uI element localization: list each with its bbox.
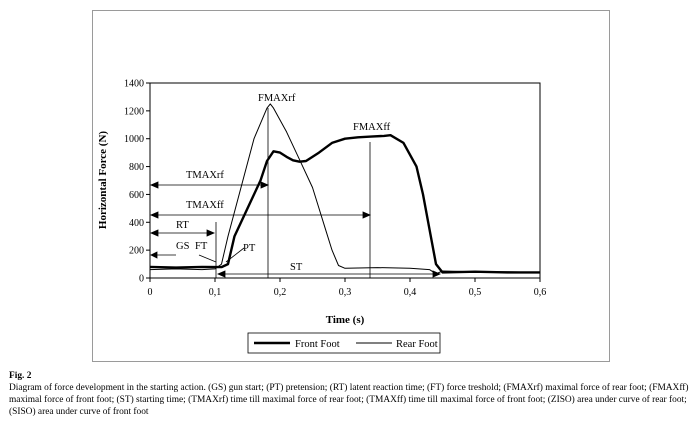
legend-label-front-foot: Front Foot bbox=[295, 339, 340, 350]
y-tick-label: 1000 bbox=[124, 134, 144, 145]
annotation-gs: GS bbox=[176, 241, 190, 252]
y-tick-label: 400 bbox=[129, 218, 144, 229]
x-tick-label: 0 bbox=[148, 287, 153, 298]
y-tick-label: 1200 bbox=[124, 106, 144, 117]
legend: Front Foot Rear Foot bbox=[247, 332, 441, 354]
x-tick-label: 0,2 bbox=[274, 287, 287, 298]
annotation-fmaxrf: FMAXrf bbox=[258, 93, 296, 104]
st-arrowhead-right bbox=[432, 270, 442, 278]
rt-arrowhead-right bbox=[206, 229, 216, 237]
gs-arrowhead bbox=[150, 251, 158, 259]
force-chart: 0 0,1 0,2 0,3 0,4 0,5 0,6 0 200 400 600 800 1000 1200… bbox=[97, 79, 546, 354]
y-tick-label: 200 bbox=[129, 246, 144, 257]
ft-arrow bbox=[198, 254, 217, 263]
x-tick-label: 0,1 bbox=[209, 287, 222, 298]
pt-arrow bbox=[225, 247, 245, 263]
annotation-fmaxff: FMAXff bbox=[353, 122, 391, 133]
x-tick-label: 0,6 bbox=[534, 287, 547, 298]
figure-caption: Fig. 2 Diagram of force development in t… bbox=[9, 370, 694, 418]
tmaxrf-arrowhead-right bbox=[260, 181, 270, 189]
annotation-lines bbox=[149, 108, 442, 278]
y-axis-label: Horizontal Force (N) bbox=[97, 131, 109, 229]
caption-text: Diagram of force development in the star… bbox=[9, 383, 689, 417]
annotation-tmaxrf: TMAXrf bbox=[186, 170, 224, 181]
figure-frame bbox=[92, 10, 610, 362]
legend-label-rear-foot: Rear Foot bbox=[396, 339, 438, 350]
rt-arrowhead-left bbox=[149, 229, 159, 237]
axis-ticks: 0 0,1 0,2 0,3 0,4 0,5 0,6 0 200 400 600 800 1000 1200… bbox=[124, 79, 546, 299]
series-line-front-foot bbox=[149, 133, 540, 274]
x-tick-label: 0,4 bbox=[404, 287, 417, 298]
x-tick-label: 0,3 bbox=[339, 287, 352, 298]
series-line-rear-foot bbox=[149, 103, 541, 275]
caption-label: Fig. 2 bbox=[9, 371, 32, 381]
annotation-st: ST bbox=[290, 262, 303, 273]
tmaxff-arrowhead-left bbox=[149, 211, 159, 219]
x-tick-label: 0,5 bbox=[469, 287, 482, 298]
st-arrowhead-left bbox=[216, 270, 226, 278]
annotation-tmaxff: TMAXff bbox=[186, 200, 224, 211]
y-tick-label: 600 bbox=[129, 190, 144, 201]
tmaxff-arrowhead-right bbox=[362, 211, 372, 219]
y-tick-label: 1400 bbox=[124, 79, 144, 90]
annotation-ft: FT bbox=[195, 241, 208, 252]
annotation-rt: RT bbox=[176, 220, 189, 231]
annotation-pt: PT bbox=[243, 243, 256, 254]
x-axis-label: Time (s) bbox=[326, 314, 365, 326]
tmaxrf-arrowhead-left bbox=[149, 181, 159, 189]
legend-box bbox=[247, 332, 441, 354]
y-tick-label: 0 bbox=[139, 274, 144, 285]
series-lines bbox=[149, 103, 541, 275]
y-tick-label: 800 bbox=[129, 162, 144, 173]
